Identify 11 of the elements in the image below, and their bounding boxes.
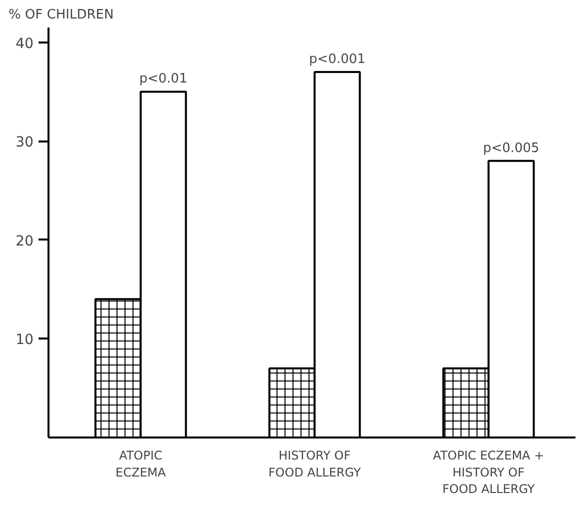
x-tick-label: ATOPIC ECZEMA <box>116 448 167 480</box>
y-tick-label: 40 <box>16 36 34 52</box>
x-tick-label: HISTORY OF FOOD ALLERGY <box>268 448 362 480</box>
y-tick-label: 10 <box>16 332 34 348</box>
annotation: p<0.005 <box>482 140 540 156</box>
y-tick-label: 20 <box>16 233 34 250</box>
annotation: p<0.001 <box>309 52 366 67</box>
annotation: p<0.01 <box>139 72 188 87</box>
y-axis-title: % OF CHILDREN <box>8 8 114 22</box>
y-tick-label: 30 <box>16 134 34 151</box>
x-tick-label: ATOPIC ECZEMA + HISTORY OF FOOD ALLERGY <box>432 448 544 496</box>
